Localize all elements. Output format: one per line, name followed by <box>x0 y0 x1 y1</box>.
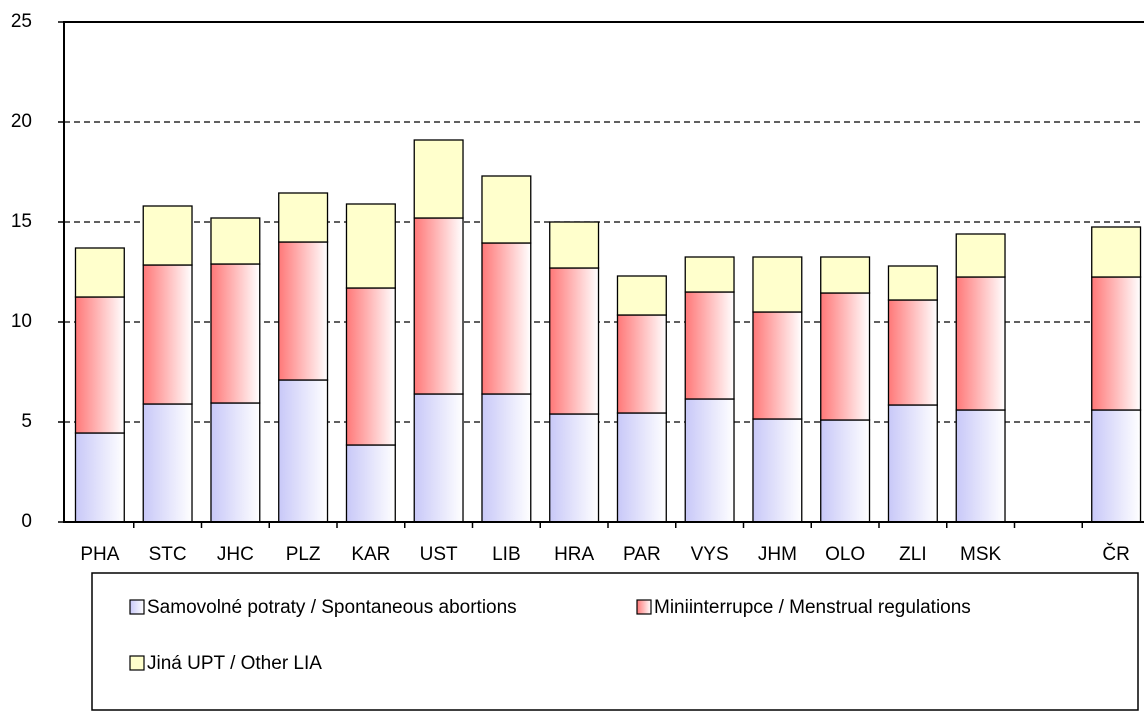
bar-segment <box>955 276 1006 411</box>
x-tick-label: ZLI <box>899 544 926 565</box>
bar-segment <box>820 256 871 294</box>
x-tick-label: UST <box>420 544 458 565</box>
bar-segment <box>887 265 938 301</box>
bar-segment <box>820 292 871 421</box>
y-tick-label: 0 <box>21 511 32 532</box>
bar-segment <box>413 217 464 395</box>
bar-segment <box>481 175 532 244</box>
bar-segment <box>684 398 735 523</box>
bar-segment <box>278 192 329 243</box>
bar-segment <box>887 404 938 523</box>
x-tick-label: LIB <box>492 544 521 565</box>
bar-segment <box>752 418 803 523</box>
bar-segment <box>413 393 464 523</box>
x-tick-label: KAR <box>351 544 390 565</box>
bar-segment <box>887 299 938 406</box>
bar-segment <box>278 241 329 381</box>
bar-segment <box>210 217 261 265</box>
bar-segment <box>616 275 667 316</box>
bar-segment <box>345 203 396 289</box>
x-tick-label: PHA <box>80 544 119 565</box>
bar-segment <box>549 413 600 523</box>
legend-label: Jiná UPT / Other LIA <box>147 653 322 674</box>
x-tick-label: JHM <box>758 544 797 565</box>
x-tick-label: JHC <box>217 544 254 565</box>
y-tick-label: 10 <box>11 311 32 332</box>
x-tick-label: HRA <box>554 544 594 565</box>
x-tick-label: PAR <box>623 544 661 565</box>
legend-label: Samovolné potraty / Spontaneous abortion… <box>147 597 517 618</box>
legend-swatch <box>129 655 145 671</box>
bar-segment <box>1091 226 1142 278</box>
bar-segment <box>1091 409 1142 523</box>
bar-segment <box>74 296 125 434</box>
legend-swatch <box>636 599 652 615</box>
y-tick-label: 20 <box>11 111 32 132</box>
bar-segment <box>345 287 396 446</box>
x-tick-label: VYS <box>691 544 729 565</box>
bar-segment <box>142 205 193 266</box>
legend-swatch <box>129 599 145 615</box>
bar-segment <box>413 139 464 219</box>
x-tick-label: STC <box>149 544 187 565</box>
bar-segment <box>210 402 261 523</box>
bar-segment <box>74 432 125 523</box>
bar-segment <box>142 264 193 405</box>
bar-segment <box>752 256 803 313</box>
bar-segment <box>74 247 125 298</box>
bar-segment <box>278 379 329 523</box>
bar-segment <box>549 221 600 269</box>
bar-segment <box>752 311 803 420</box>
bar-segment <box>345 444 396 523</box>
y-tick-label: 25 <box>11 11 32 32</box>
bar-segment <box>481 393 532 523</box>
legend-box <box>91 572 1139 711</box>
bar-segment <box>481 242 532 395</box>
bar-segment <box>955 233 1006 278</box>
x-tick-label: PLZ <box>286 544 321 565</box>
x-tick-label: ČR <box>1102 543 1129 565</box>
y-tick-label: 5 <box>21 411 32 432</box>
bar-segment <box>210 263 261 404</box>
bar-segment <box>142 403 193 523</box>
bar-segment <box>549 267 600 415</box>
x-tick-label: MSK <box>960 544 1002 565</box>
bar-segment <box>820 419 871 523</box>
bar-segment <box>684 291 735 400</box>
x-tick-label: OLO <box>825 544 865 565</box>
bar-segment <box>955 409 1006 523</box>
bar-segment <box>684 256 735 293</box>
y-tick-label: 15 <box>11 211 32 232</box>
bar-segment <box>616 314 667 414</box>
legend-label: Miniinterrupce / Menstrual regulations <box>654 597 971 618</box>
plot-frame <box>63 21 1144 523</box>
bar-segment <box>1091 276 1142 411</box>
bar-segment <box>616 412 667 523</box>
